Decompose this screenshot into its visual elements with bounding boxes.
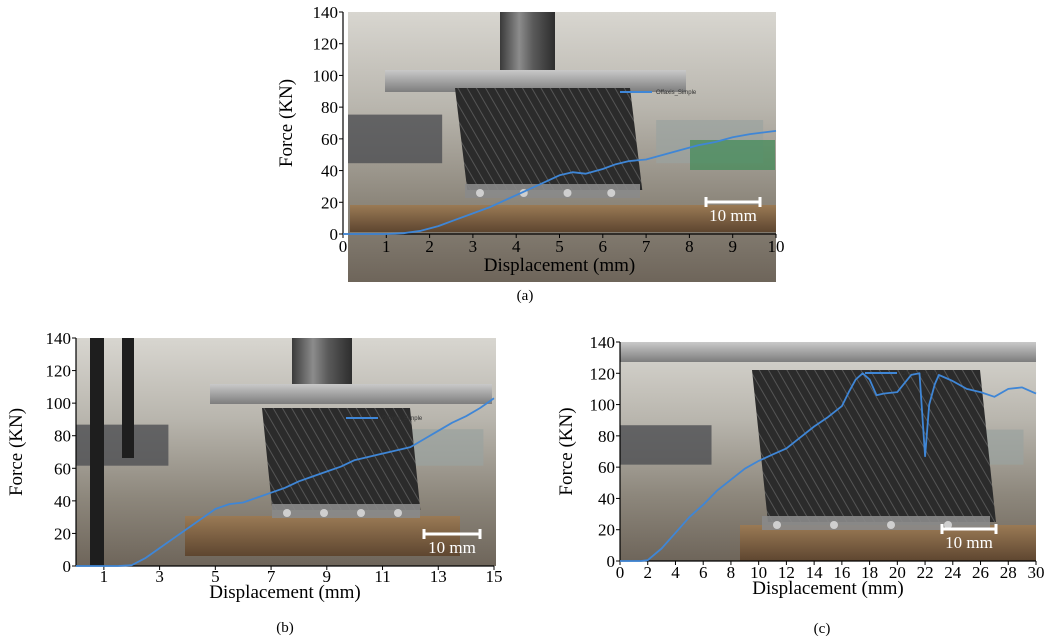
- y-tick-label: 0: [330, 225, 339, 244]
- y-tick-label: 80: [54, 427, 71, 446]
- scale-bar: 10 mm: [704, 197, 762, 225]
- x-tick-label: 1: [100, 567, 109, 586]
- x-tick-label: 6: [599, 237, 608, 256]
- x-tick-label: 4: [671, 563, 680, 582]
- y-tick-label: 0: [63, 557, 72, 576]
- x-axis-label: Displacement (mm): [752, 578, 903, 599]
- y-tick-label: 40: [54, 492, 71, 511]
- x-tick-label: 26: [972, 563, 989, 582]
- legend-label: Offaxis_Simple: [382, 416, 423, 422]
- x-tick-label: 4: [512, 237, 521, 256]
- y-tick-label: 100: [313, 66, 339, 85]
- x-tick-label: 0: [339, 237, 348, 256]
- x-tick-label: 0: [616, 563, 625, 582]
- x-tick-label: 12: [778, 563, 795, 582]
- x-tick-label: 7: [642, 237, 651, 256]
- y-axis-label: Force (KN): [556, 407, 577, 495]
- panel-caption: (b): [276, 620, 294, 636]
- scale-bar: 10 mm: [940, 524, 998, 552]
- y-tick-label: 80: [321, 98, 338, 117]
- x-axis-label: Displacement (mm): [209, 582, 360, 603]
- panel-caption: (c): [814, 621, 831, 637]
- legend-label: Offaxis_Simple: [901, 371, 942, 377]
- y-tick-label: 140: [590, 333, 616, 352]
- y-tick-label: 60: [54, 459, 71, 478]
- x-tick-label: 18: [861, 563, 878, 582]
- y-tick-label: 80: [598, 427, 615, 446]
- x-tick-label: 10: [750, 563, 767, 582]
- x-tick-label: 8: [685, 237, 694, 256]
- series-line: [343, 130, 777, 235]
- x-tick-label: 8: [727, 563, 736, 582]
- x-tick-label: 5: [211, 567, 220, 586]
- y-tick-label: 40: [598, 489, 615, 508]
- x-tick-label: 9: [728, 237, 737, 256]
- legend-label: Offaxis_Simple: [656, 90, 697, 96]
- specimen-photo: [76, 338, 496, 566]
- legend: Offaxis_Simple: [346, 416, 423, 422]
- x-tick-label: 9: [323, 567, 332, 586]
- specimen-photo: [348, 12, 776, 282]
- x-tick-label: 5: [555, 237, 564, 256]
- y-axis-label: Force (KN): [6, 408, 27, 496]
- x-tick-label: 11: [374, 567, 390, 586]
- legend: Offaxis_Simple: [620, 90, 697, 96]
- series-line: [76, 397, 495, 567]
- y-tick-label: 20: [321, 193, 338, 212]
- x-axis-label: Displacement (mm): [484, 255, 635, 276]
- x-tick-label: 6: [699, 563, 708, 582]
- y-tick-label: 60: [321, 130, 338, 149]
- y-tick-label: 120: [46, 362, 72, 381]
- panel-1: 10 mm Offaxis_Simple 0 20 40 60 80 100 120 140 0 1 2…: [276, 3, 785, 304]
- y-tick-label: 40: [321, 162, 338, 181]
- series-line: [620, 372, 1037, 562]
- y-tick-label: 0: [607, 552, 616, 571]
- scale-bar: 10 mm: [422, 529, 482, 557]
- x-tick-label: 13: [430, 567, 447, 586]
- x-tick-label: 10: [768, 237, 785, 256]
- scale-bar-label: 10 mm: [709, 206, 757, 225]
- y-tick-label: 120: [313, 35, 339, 54]
- scale-bar-label: 10 mm: [428, 538, 476, 557]
- x-tick-label: 1: [382, 237, 391, 256]
- y-tick-label: 100: [46, 394, 72, 413]
- x-tick-label: 2: [425, 237, 434, 256]
- y-tick-label: 120: [590, 364, 616, 383]
- y-tick-label: 140: [313, 3, 339, 22]
- y-axis-label: Force (KN): [276, 79, 297, 167]
- x-tick-label: 20: [889, 563, 906, 582]
- y-tick-label: 140: [46, 329, 72, 348]
- scale-bar-label: 10 mm: [945, 533, 993, 552]
- y-tick-label: 60: [598, 458, 615, 477]
- x-tick-label: 2: [643, 563, 652, 582]
- x-tick-label: 28: [1000, 563, 1017, 582]
- x-tick-label: 24: [944, 563, 962, 582]
- panel-caption: (a): [517, 288, 534, 304]
- x-tick-label: 30: [1028, 563, 1045, 582]
- x-tick-label: 14: [806, 563, 824, 582]
- y-tick-label: 20: [54, 524, 71, 543]
- x-tick-label: 16: [833, 563, 850, 582]
- x-tick-label: 3: [155, 567, 164, 586]
- x-tick-label: 7: [267, 567, 276, 586]
- y-tick-label: 20: [598, 521, 615, 540]
- y-tick-label: 100: [590, 396, 616, 415]
- x-tick-label: 22: [917, 563, 934, 582]
- x-tick-label: 3: [469, 237, 478, 256]
- legend: Offaxis_Simple: [865, 371, 942, 377]
- specimen-photo: [620, 342, 1036, 561]
- x-tick-label: 15: [486, 567, 503, 586]
